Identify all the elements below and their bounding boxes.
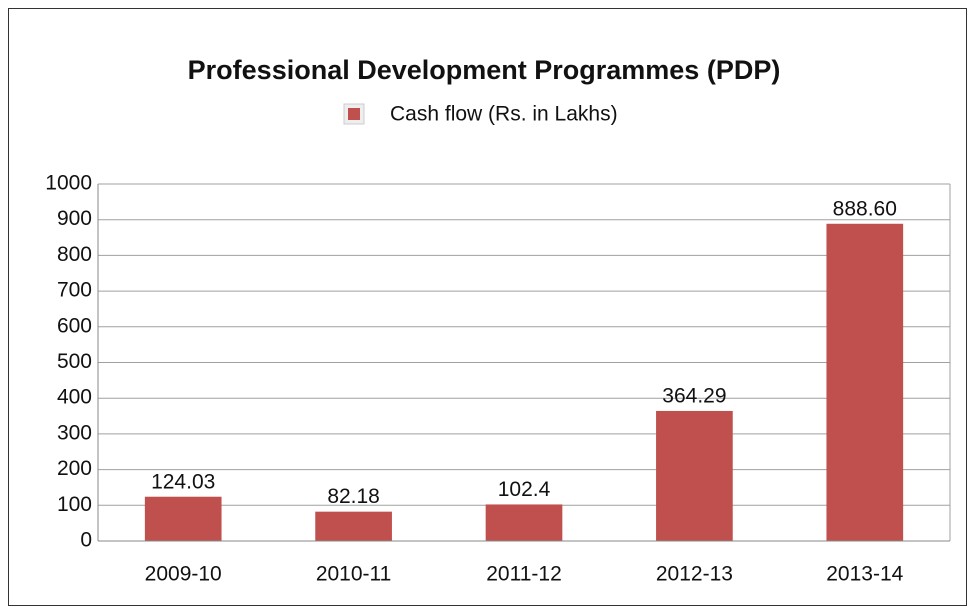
data-label: 124.03 <box>151 470 215 493</box>
x-tick-label: 2009-10 <box>145 563 222 586</box>
y-tick-label: 0 <box>80 529 92 552</box>
bar <box>315 511 392 541</box>
y-tick-label: 300 <box>57 421 92 444</box>
legend-swatch-inner <box>348 108 360 120</box>
chart-title: Professional Development Programmes (PDP… <box>188 55 781 85</box>
data-label: 364.29 <box>662 384 726 407</box>
y-tick-label: 1000 <box>45 172 92 195</box>
y-tick-label: 200 <box>57 457 92 480</box>
y-tick-label: 700 <box>57 279 92 302</box>
x-tick-label: 2010-11 <box>316 563 392 586</box>
y-tick-label: 800 <box>57 243 92 266</box>
bar <box>144 496 222 541</box>
data-label: 102.4 <box>498 478 551 501</box>
data-label: 888.60 <box>833 197 897 220</box>
x-tick-label: 2012-13 <box>656 563 733 586</box>
x-tick-label: 2011-12 <box>486 563 562 586</box>
y-tick-label: 600 <box>57 314 92 337</box>
bar <box>826 223 904 541</box>
bar <box>656 410 733 541</box>
data-label: 82.18 <box>327 485 380 508</box>
y-tick-label: 400 <box>57 386 92 409</box>
y-tick-label: 900 <box>57 207 92 230</box>
y-tick-label: 100 <box>57 493 92 516</box>
bar <box>485 504 563 541</box>
legend-label: Cash flow (Rs. in Lakhs) <box>390 103 618 126</box>
y-tick-label: 500 <box>57 350 92 373</box>
x-tick-label: 2013-14 <box>826 563 903 586</box>
